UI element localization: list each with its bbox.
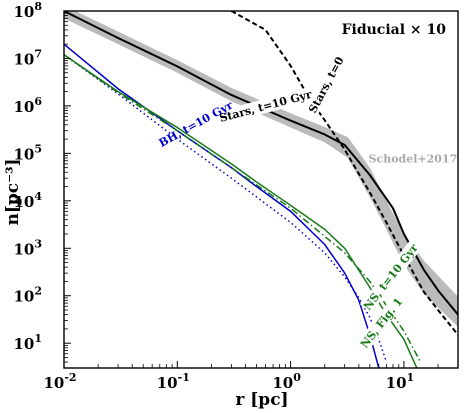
stars-t0-line — [230, 11, 458, 336]
y-tick-label: 107 — [13, 47, 42, 68]
x-tick-exponent: 1 — [407, 371, 415, 384]
x-tick-label: 101 — [386, 371, 415, 392]
y-tick-exponent: 2 — [34, 285, 42, 298]
band-layer — [64, 11, 458, 327]
chart-title: Fiducial × 10 — [342, 22, 447, 38]
anno-stars-t0-text: Stars, t=0 — [306, 54, 347, 115]
schodel-band — [64, 11, 458, 327]
y-tick-exponent: 4 — [34, 190, 42, 203]
y-tick-label: 103 — [13, 237, 42, 258]
y-axis-label: n[pc⁻³] — [3, 158, 23, 225]
x-tick-label: 10-2 — [43, 371, 76, 392]
bh-t10-line — [64, 43, 380, 368]
anno-ns-fig1-bg — [354, 291, 408, 354]
anno-ns-t10-bg — [360, 240, 421, 313]
y-tick-exponent: 5 — [34, 142, 42, 155]
y-tick-label: 106 — [13, 95, 42, 116]
stars-t10-line — [64, 11, 458, 316]
y-tick-exponent: 8 — [34, 0, 42, 13]
y-tick-label: 101 — [13, 332, 42, 353]
x-tick-label: 100 — [272, 371, 301, 392]
y-tick-exponent: 7 — [34, 47, 42, 60]
x-axis-label: r [pc] — [235, 390, 288, 410]
series-layer — [64, 11, 458, 368]
anno-stars-t0: Stars, t=0 — [303, 51, 349, 118]
anno-ns-fig1: NS, Fig. 1 — [354, 291, 408, 354]
anno-schodel-text: Schodel+2017 — [369, 152, 458, 165]
plot-frame — [63, 10, 459, 369]
x-tick-label: 10-1 — [157, 371, 190, 392]
y-tick-label: 102 — [13, 285, 42, 306]
anno-schodel: Schodel+2017 — [369, 152, 458, 165]
anno-stars-t10-bg — [215, 86, 316, 126]
anno-stars-t0-bg — [303, 51, 349, 118]
x-tick-exponent: -2 — [64, 371, 76, 384]
y-tick-exponent: 3 — [34, 237, 42, 250]
y-tick-label: 108 — [13, 0, 42, 21]
x-tick-exponent: 0 — [293, 371, 301, 384]
x-tick-exponent: -1 — [178, 371, 190, 384]
y-tick-exponent: 1 — [34, 332, 42, 345]
y-tick-exponent: 6 — [34, 95, 42, 108]
